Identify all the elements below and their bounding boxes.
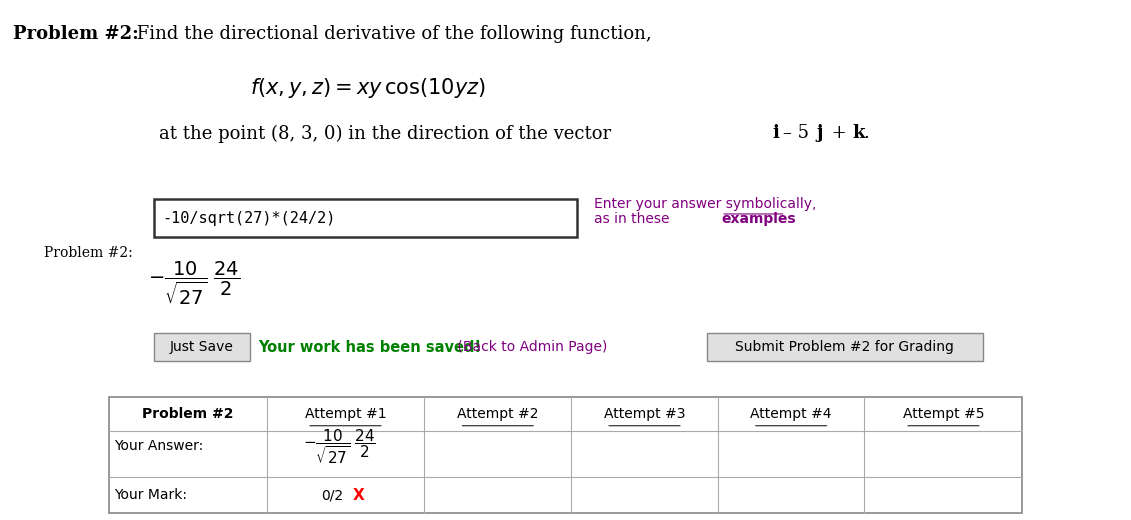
Text: Enter your answer symbolically,: Enter your answer symbolically,	[594, 197, 817, 211]
Text: Your work has been saved!: Your work has been saved!	[259, 340, 482, 355]
Text: Attempt #5: Attempt #5	[903, 407, 984, 421]
Text: +: +	[826, 124, 853, 142]
Text: Your Mark:: Your Mark:	[114, 488, 188, 502]
Text: -10/sqrt(27)*(24/2): -10/sqrt(27)*(24/2)	[163, 211, 336, 226]
Text: j: j	[815, 124, 822, 142]
Text: $-\dfrac{10}{\sqrt{27}}\;\dfrac{24}{2}$: $-\dfrac{10}{\sqrt{27}}\;\dfrac{24}{2}$	[148, 260, 240, 307]
Text: Find the directional derivative of the following function,: Find the directional derivative of the f…	[131, 24, 651, 43]
Text: (Back to Admin Page): (Back to Admin Page)	[452, 340, 607, 354]
Text: Attempt #1: Attempt #1	[304, 407, 387, 421]
Text: Attempt #4: Attempt #4	[750, 407, 832, 421]
Text: .: .	[863, 124, 870, 142]
FancyBboxPatch shape	[707, 333, 983, 361]
Text: $f(x, y, z) = xy\,\cos(10yz)$: $f(x, y, z) = xy\,\cos(10yz)$	[250, 76, 485, 100]
Text: examples: examples	[722, 212, 796, 226]
FancyBboxPatch shape	[154, 333, 250, 361]
Text: Your Answer:: Your Answer:	[114, 439, 204, 453]
Text: Just Save: Just Save	[170, 340, 234, 354]
Text: Problem #2:: Problem #2:	[12, 24, 138, 43]
Text: X: X	[353, 488, 365, 503]
Text: i: i	[772, 124, 779, 142]
Text: Problem #2:: Problem #2:	[44, 245, 133, 259]
Text: Attempt #3: Attempt #3	[604, 407, 685, 421]
Text: Problem #2: Problem #2	[141, 407, 233, 421]
Text: – 5: – 5	[784, 124, 810, 142]
Text: Submit Problem #2 for Grading: Submit Problem #2 for Grading	[735, 340, 955, 354]
Text: k: k	[852, 124, 864, 142]
Text: at the point (8, 3, 0) in the direction of the vector: at the point (8, 3, 0) in the direction …	[159, 124, 618, 142]
Text: as in these: as in these	[594, 212, 674, 226]
FancyBboxPatch shape	[109, 397, 1022, 513]
FancyBboxPatch shape	[154, 200, 577, 237]
Text: $-\dfrac{10}{\sqrt{27}}\;\dfrac{24}{2}$: $-\dfrac{10}{\sqrt{27}}\;\dfrac{24}{2}$	[303, 427, 377, 465]
Text: 0/2: 0/2	[321, 488, 343, 502]
Text: Attempt #2: Attempt #2	[457, 407, 538, 421]
